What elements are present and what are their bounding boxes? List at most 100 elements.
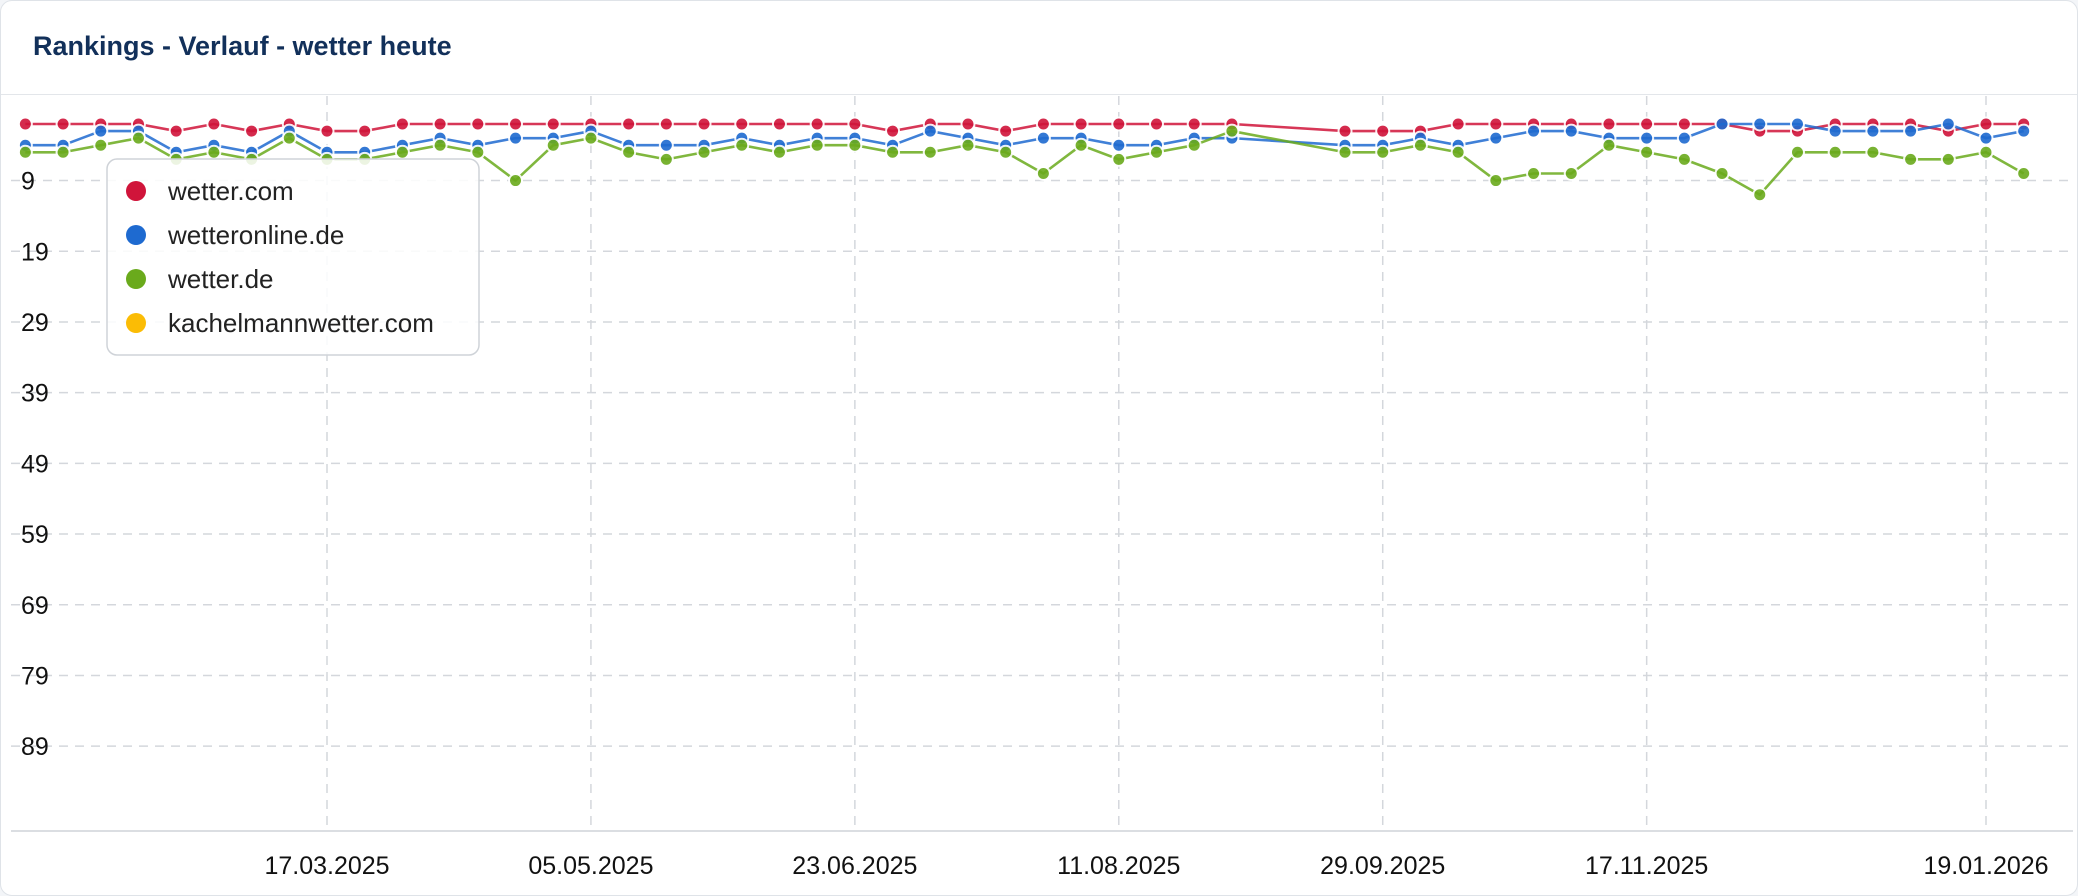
- data-point[interactable]: [1035, 165, 1051, 181]
- data-point[interactable]: [55, 144, 71, 160]
- data-point[interactable]: [696, 144, 712, 160]
- data-point[interactable]: [960, 116, 976, 132]
- data-point[interactable]: [1035, 116, 1051, 132]
- data-point[interactable]: [621, 144, 637, 160]
- data-point[interactable]: [1601, 116, 1617, 132]
- data-point[interactable]: [1035, 130, 1051, 146]
- data-point[interactable]: [1940, 151, 1956, 167]
- data-point[interactable]: [1639, 144, 1655, 160]
- data-point[interactable]: [1186, 137, 1202, 153]
- data-point[interactable]: [1375, 144, 1391, 160]
- data-point[interactable]: [1639, 130, 1655, 146]
- data-point[interactable]: [734, 116, 750, 132]
- data-point[interactable]: [696, 116, 712, 132]
- data-point[interactable]: [621, 116, 637, 132]
- data-point[interactable]: [1375, 123, 1391, 139]
- data-point[interactable]: [244, 123, 260, 139]
- data-point[interactable]: [1111, 151, 1127, 167]
- legend-item[interactable]: kachelmannwetter.com: [126, 308, 434, 338]
- data-point[interactable]: [1526, 123, 1542, 139]
- data-point[interactable]: [1450, 144, 1466, 160]
- data-point[interactable]: [470, 116, 486, 132]
- data-point[interactable]: [1073, 137, 1089, 153]
- data-point[interactable]: [1903, 123, 1919, 139]
- data-point[interactable]: [1186, 116, 1202, 132]
- data-point[interactable]: [545, 116, 561, 132]
- data-point[interactable]: [1488, 116, 1504, 132]
- data-point[interactable]: [922, 123, 938, 139]
- data-point[interactable]: [130, 130, 146, 146]
- data-point[interactable]: [2016, 123, 2032, 139]
- legend-item[interactable]: wetter.de: [126, 264, 274, 294]
- data-point[interactable]: [1526, 165, 1542, 181]
- data-point[interactable]: [508, 173, 524, 189]
- data-point[interactable]: [1149, 116, 1164, 132]
- data-point[interactable]: [281, 130, 297, 146]
- data-point[interactable]: [771, 116, 787, 132]
- data-point[interactable]: [17, 116, 33, 132]
- data-point[interactable]: [998, 144, 1014, 160]
- data-point[interactable]: [1563, 123, 1579, 139]
- data-point[interactable]: [1224, 123, 1240, 139]
- data-point[interactable]: [206, 144, 222, 160]
- data-point[interactable]: [1827, 123, 1843, 139]
- data-point[interactable]: [583, 130, 599, 146]
- data-point[interactable]: [168, 123, 184, 139]
- data-point[interactable]: [1827, 144, 1843, 160]
- data-point[interactable]: [809, 137, 825, 153]
- data-point[interactable]: [1111, 137, 1127, 153]
- data-point[interactable]: [432, 116, 448, 132]
- legend-item[interactable]: wetter.com: [126, 176, 294, 206]
- data-point[interactable]: [658, 151, 674, 167]
- data-point[interactable]: [847, 137, 863, 153]
- data-point[interactable]: [658, 116, 674, 132]
- data-point[interactable]: [508, 116, 524, 132]
- data-point[interactable]: [470, 144, 486, 160]
- data-point[interactable]: [357, 123, 373, 139]
- data-point[interactable]: [1865, 144, 1881, 160]
- data-point[interactable]: [432, 137, 448, 153]
- data-point[interactable]: [1978, 116, 1994, 132]
- data-point[interactable]: [885, 123, 901, 139]
- data-point[interactable]: [1337, 123, 1353, 139]
- data-point[interactable]: [1789, 116, 1805, 132]
- data-point[interactable]: [885, 144, 901, 160]
- data-point[interactable]: [998, 123, 1014, 139]
- data-point[interactable]: [1450, 116, 1466, 132]
- data-point[interactable]: [55, 116, 71, 132]
- data-point[interactable]: [1676, 130, 1692, 146]
- data-point[interactable]: [1337, 144, 1353, 160]
- data-point[interactable]: [1488, 173, 1504, 189]
- data-point[interactable]: [734, 137, 750, 153]
- data-point[interactable]: [1978, 130, 1994, 146]
- data-point[interactable]: [1412, 137, 1428, 153]
- data-point[interactable]: [1940, 116, 1956, 132]
- data-point[interactable]: [1903, 151, 1919, 167]
- data-point[interactable]: [658, 137, 674, 153]
- data-point[interactable]: [1601, 137, 1617, 153]
- data-point[interactable]: [394, 144, 410, 160]
- data-point[interactable]: [1676, 116, 1692, 132]
- data-point[interactable]: [1073, 116, 1089, 132]
- data-point[interactable]: [809, 116, 825, 132]
- data-point[interactable]: [93, 123, 109, 139]
- data-point[interactable]: [1639, 116, 1655, 132]
- data-point[interactable]: [847, 116, 863, 132]
- data-point[interactable]: [1488, 130, 1504, 146]
- data-point[interactable]: [960, 137, 976, 153]
- data-point[interactable]: [319, 123, 335, 139]
- data-point[interactable]: [508, 130, 524, 146]
- data-point[interactable]: [17, 144, 33, 160]
- data-point[interactable]: [771, 144, 787, 160]
- data-point[interactable]: [922, 144, 938, 160]
- data-point[interactable]: [1752, 116, 1768, 132]
- data-point[interactable]: [1111, 116, 1127, 132]
- data-point[interactable]: [2016, 165, 2032, 181]
- data-point[interactable]: [1676, 151, 1692, 167]
- data-point[interactable]: [394, 116, 410, 132]
- data-point[interactable]: [545, 137, 561, 153]
- data-point[interactable]: [1789, 144, 1805, 160]
- data-point[interactable]: [1978, 144, 1994, 160]
- data-point[interactable]: [1563, 165, 1579, 181]
- data-point[interactable]: [1149, 144, 1164, 160]
